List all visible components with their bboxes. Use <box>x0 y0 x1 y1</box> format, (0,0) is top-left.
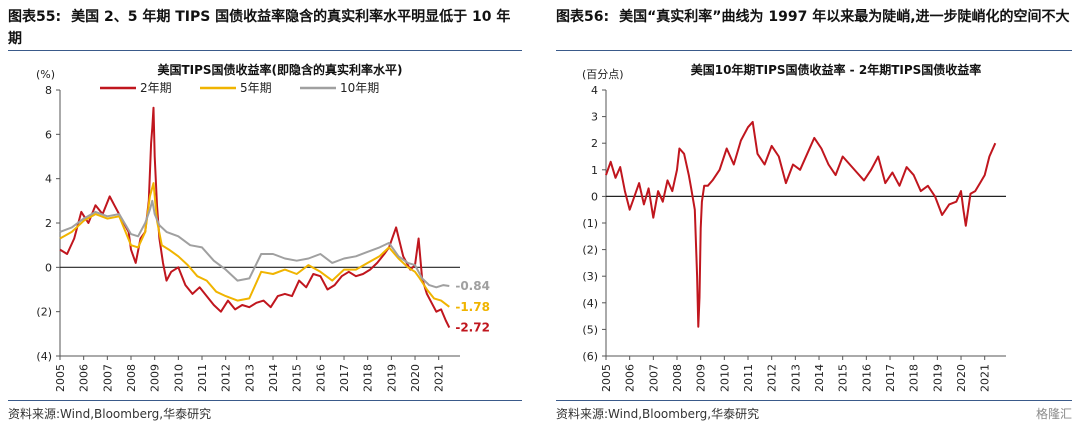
left-chart: 美国TIPS国债收益率(即隐含的真实利率水平) (%) (4) (2) 0 2 4 6 8 200… <box>36 62 490 392</box>
y-tick-label: 4 <box>45 173 52 186</box>
x-tick-label: 2006 <box>624 364 637 392</box>
y-tick-label: 8 <box>45 84 52 97</box>
left-source-rule <box>8 400 522 401</box>
y-tick-label: (2) <box>582 244 598 257</box>
left-figure-panel: 图表55: 美国 2、5 年期 TIPS 国债收益率隐含的真实利率水平明显低于 1… <box>0 0 530 432</box>
y-tick-label: (3) <box>582 270 598 283</box>
x-tick-label: 2011 <box>742 364 755 392</box>
x-tick-label: 2012 <box>766 364 779 392</box>
series-line-spread <box>605 120 997 328</box>
y-tick-label: 6 <box>45 128 52 141</box>
x-tick-label: 2014 <box>813 364 826 392</box>
x-tick-label: 2012 <box>220 364 233 392</box>
y-axis-unit-label: (百分点) <box>582 68 624 81</box>
x-tick-label: 2016 <box>314 364 327 392</box>
x-tick-label: 2015 <box>837 364 850 392</box>
y-tick-label: 3 <box>591 111 598 124</box>
chart-title: 美国TIPS国债收益率(即隐含的真实利率水平) <box>157 62 402 77</box>
left-title-rule <box>8 50 522 51</box>
left-figure-label: 图表55: <box>8 9 62 25</box>
y-tick-label: (4) <box>582 297 598 310</box>
x-tick-label: 2009 <box>695 364 708 392</box>
left-figure-title: 图表55: 美国 2、5 年期 TIPS 国债收益率隐含的真实利率水平明显低于 1… <box>8 6 523 50</box>
y-tick-label: (6) <box>582 350 598 363</box>
x-tick-label: 2008 <box>671 364 684 392</box>
x-tick-label: 2010 <box>718 364 731 392</box>
y-tick-label: 1 <box>591 164 598 177</box>
x-tick-label: 2018 <box>908 364 921 392</box>
legend-label: 10年期 <box>340 81 379 95</box>
x-tick-label: 2011 <box>196 364 209 392</box>
x-tick-label: 2019 <box>385 364 398 392</box>
x-tick-label: 2013 <box>789 364 802 392</box>
x-tick-label: 2008 <box>125 364 138 392</box>
right-chart: 美国10年期TIPS国债收益率 - 2年期TIPS国债收益率 (百分点) (6) (5… <box>582 62 1006 392</box>
x-tick-label: 2020 <box>955 364 968 392</box>
right-figure-title-text: 美国“真实利率”曲线为 1997 年以来最为陡峭,进一步陡峭化的空间不大 <box>619 9 1070 25</box>
right-figure-title: 图表56: 美国“真实利率”曲线为 1997 年以来最为陡峭,进一步陡峭化的空间不… <box>556 6 1071 28</box>
y-tick-label: (1) <box>582 217 598 230</box>
x-tick-label: 2005 <box>600 364 613 392</box>
left-figure-title-text: 美国 2、5 年期 TIPS 国债收益率隐含的真实利率水平明显低于 10 年期 <box>8 9 511 47</box>
x-tick-label: 2019 <box>931 364 944 392</box>
x-tick-label: 2017 <box>338 364 351 392</box>
x-tick-label: 2014 <box>267 364 280 392</box>
x-tick-label: 2007 <box>101 364 114 392</box>
y-tick-label: (5) <box>582 323 598 336</box>
x-tick-label: 2013 <box>243 364 256 392</box>
x-tick-label: 2016 <box>860 364 873 392</box>
y-axis-unit-label: (%) <box>36 68 55 81</box>
legend-label: 5年期 <box>240 81 272 95</box>
end-value-label: -0.84 <box>455 279 490 293</box>
right-figure-panel: 图表56: 美国“真实利率”曲线为 1997 年以来最为陡峭,进一步陡峭化的空间不… <box>548 0 1080 432</box>
watermark: 格隆汇 <box>1035 407 1072 421</box>
right-source: 资料来源:Wind,Bloomberg,华泰研究 <box>556 407 760 421</box>
right-title-rule <box>556 50 1072 51</box>
left-source: 资料来源:Wind,Bloomberg,华泰研究 <box>8 407 212 421</box>
chart-title: 美国10年期TIPS国债收益率 - 2年期TIPS国债收益率 <box>691 62 982 77</box>
end-value-label: -1.78 <box>455 300 490 314</box>
y-tick-label: (2) <box>36 306 52 319</box>
y-tick-label: 2 <box>591 137 598 150</box>
x-tick-label: 2006 <box>78 364 91 392</box>
x-tick-label: 2017 <box>884 364 897 392</box>
x-tick-label: 2021 <box>979 364 992 392</box>
series-line-5年期 <box>59 182 450 308</box>
y-tick-label: 0 <box>45 261 52 274</box>
y-tick-label: (4) <box>36 350 52 363</box>
right-figure-label: 图表56: <box>556 9 610 25</box>
series-line-10年期 <box>59 199 450 289</box>
series-line-2年期 <box>59 106 451 329</box>
y-tick-label: 4 <box>591 84 598 97</box>
x-tick-label: 2018 <box>362 364 375 392</box>
x-tick-label: 2021 <box>433 364 446 392</box>
x-tick-label: 2020 <box>409 364 422 392</box>
x-tick-label: 2015 <box>291 364 304 392</box>
x-tick-label: 2005 <box>54 364 67 392</box>
x-tick-label: 2010 <box>172 364 185 392</box>
right-source-rule <box>556 400 1072 401</box>
legend-label: 2年期 <box>140 81 172 95</box>
y-tick-label: 2 <box>45 217 52 230</box>
x-tick-label: 2009 <box>149 364 162 392</box>
x-tick-label: 2007 <box>647 364 660 392</box>
end-value-label: -2.72 <box>455 321 490 335</box>
y-tick-label: 0 <box>591 190 598 203</box>
